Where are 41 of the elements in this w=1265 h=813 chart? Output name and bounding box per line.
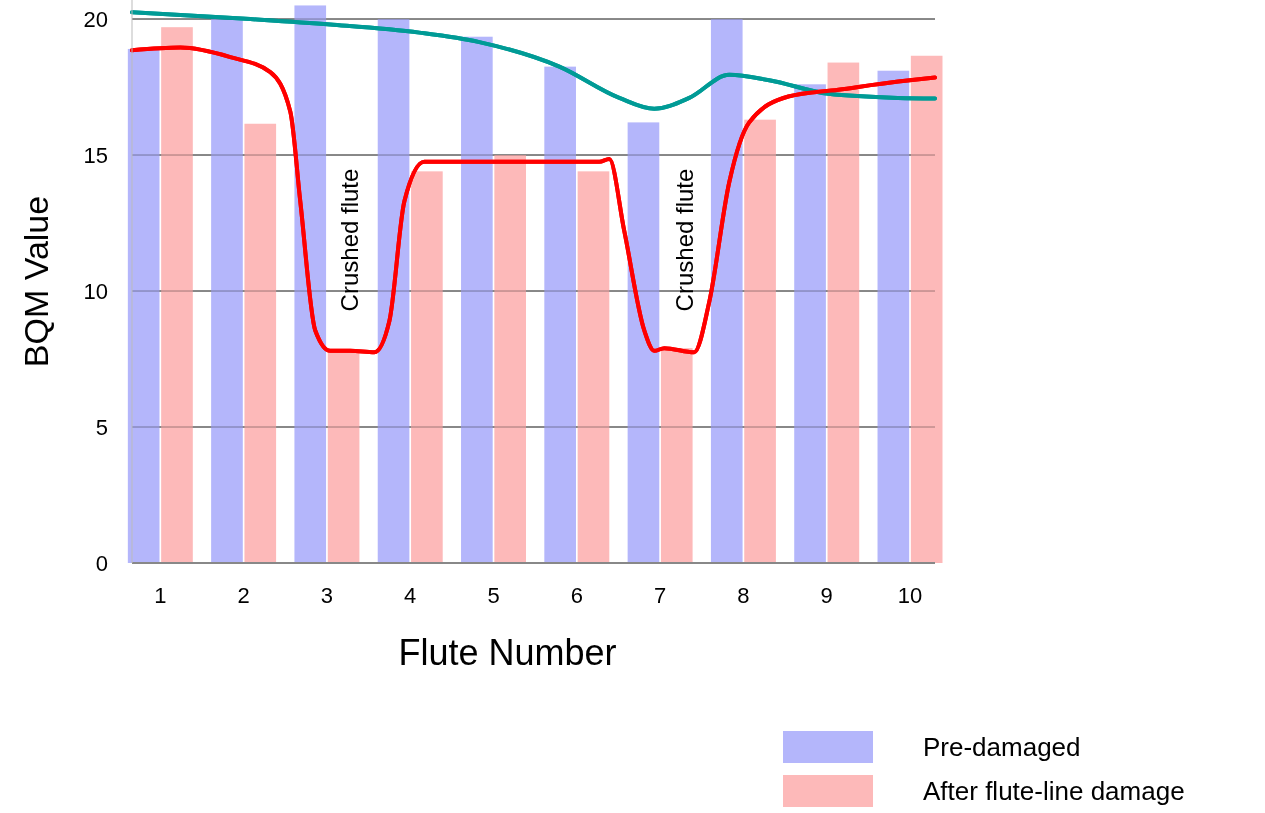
- y-tick-label: 10: [83, 278, 108, 304]
- y-tick-label: 0: [95, 550, 108, 576]
- annotation: Crushed flute: [336, 168, 363, 312]
- x-tick-label: 4: [404, 583, 417, 608]
- y-tick-label: 15: [83, 142, 108, 168]
- x-tick-label: 2: [237, 583, 250, 608]
- bar: [211, 19, 243, 563]
- legend-label: After flute-line damage: [923, 776, 1185, 807]
- x-tick-label: 10: [897, 583, 923, 608]
- bar: [627, 122, 660, 563]
- bar: [161, 27, 193, 563]
- bar: [910, 55, 943, 563]
- bar: [827, 62, 860, 563]
- x-tick-label: 8: [737, 583, 750, 608]
- legend-label: Pre-damaged: [923, 732, 1081, 763]
- y-tick-label: 5: [95, 414, 108, 440]
- bar: [577, 171, 610, 563]
- annotation: Crushed flute: [671, 168, 698, 312]
- bar: [327, 350, 360, 563]
- bar: [660, 348, 693, 563]
- bar: [294, 5, 327, 563]
- bar: [461, 36, 493, 563]
- bar: [127, 48, 160, 563]
- bar: [494, 155, 526, 563]
- bar: [877, 70, 910, 563]
- x-tick-label: 1: [154, 583, 167, 608]
- bar: [411, 171, 443, 563]
- x-tick-label: 3: [320, 583, 334, 608]
- x-tick-label: 6: [570, 583, 583, 608]
- bar: [244, 123, 277, 563]
- bar: [710, 19, 743, 563]
- x-tick-label: 7: [653, 583, 667, 608]
- bar: [744, 119, 776, 563]
- y-axis-title: BQM Value: [17, 195, 55, 368]
- x-tick-label: 5: [487, 583, 500, 608]
- x-tick-label: 9: [820, 583, 833, 608]
- x-axis-title: Flute Number: [398, 632, 617, 673]
- bar: [544, 66, 576, 563]
- bar: [377, 19, 410, 563]
- bar: [794, 84, 826, 563]
- y-tick-label: 20: [83, 6, 108, 32]
